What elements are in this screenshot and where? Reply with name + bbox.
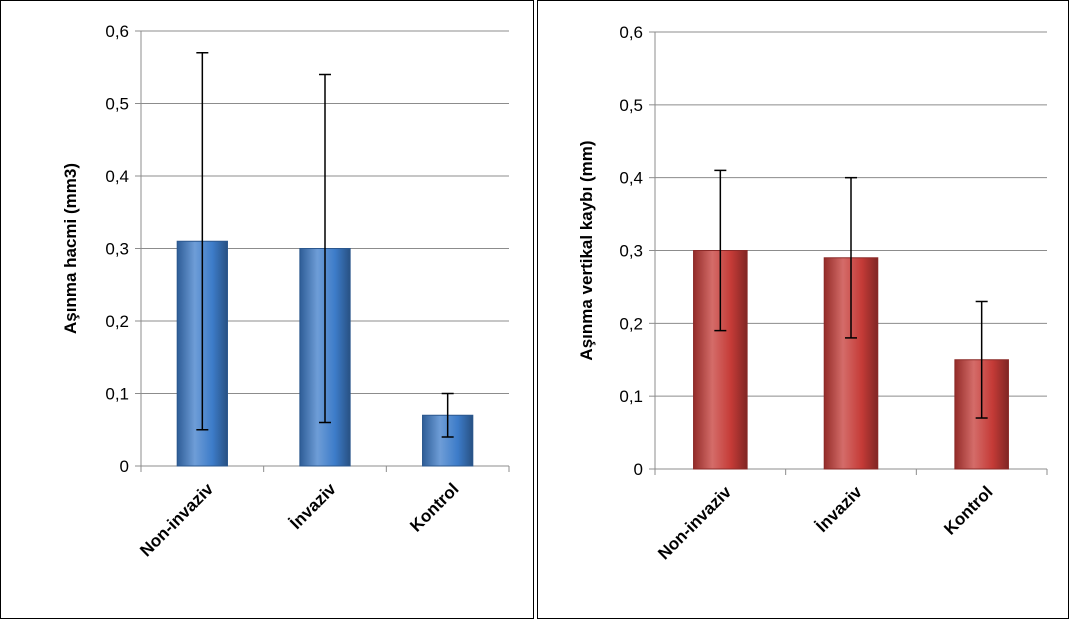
y-tick-label: 0,2	[619, 314, 643, 333]
y-tick-label: 0,3	[105, 240, 129, 259]
y-axis-title: Aşınma vertikal kaybı (mm)	[577, 140, 596, 360]
x-category-label: Non-invaziv	[136, 479, 217, 560]
y-tick-label: 0	[634, 460, 643, 479]
y-tick-label: 0,4	[619, 169, 643, 188]
y-tick-label: 0,3	[619, 242, 643, 261]
y-tick-label: 0,5	[105, 95, 129, 114]
x-category-label: Non-invaziv	[654, 482, 735, 563]
y-axis-title: Aşınma hacmi (mm3)	[61, 163, 80, 334]
y-tick-label: 0,2	[105, 312, 129, 331]
y-tick-label: 0,5	[619, 96, 643, 115]
y-tick-label: 0,6	[105, 22, 129, 41]
y-tick-label: 0,1	[105, 385, 129, 404]
y-tick-label: 0	[120, 457, 129, 476]
x-category-label: Kontrol	[406, 479, 462, 535]
chart-panel-wear-volume: 0 0,1 0,2 0,3 0,4 0,5 0,6 Non-invaziv İnvaziv Kon…	[0, 0, 534, 619]
chart-wear-volume: 0 0,1 0,2 0,3 0,4 0,5 0,6 Non-invaziv İnvaziv Kon…	[61, 22, 510, 560]
chart-panel-vertical-loss: 0 0,1 0,2 0,3 0,4 0,5 0,6 Non-invaziv İnvaziv Kon…	[537, 0, 1069, 619]
y-tick-label: 0,4	[105, 167, 129, 186]
y-tick-label: 0,1	[619, 387, 643, 406]
x-category-label: İnvaziv	[286, 479, 340, 533]
x-category-label: Kontrol	[940, 482, 996, 538]
chart-vertical-loss: 0 0,1 0,2 0,3 0,4 0,5 0,6 Non-invaziv İnvaziv Kon…	[577, 23, 1048, 563]
y-tick-label: 0,6	[619, 23, 643, 42]
x-category-label: İnvaziv	[812, 482, 866, 536]
